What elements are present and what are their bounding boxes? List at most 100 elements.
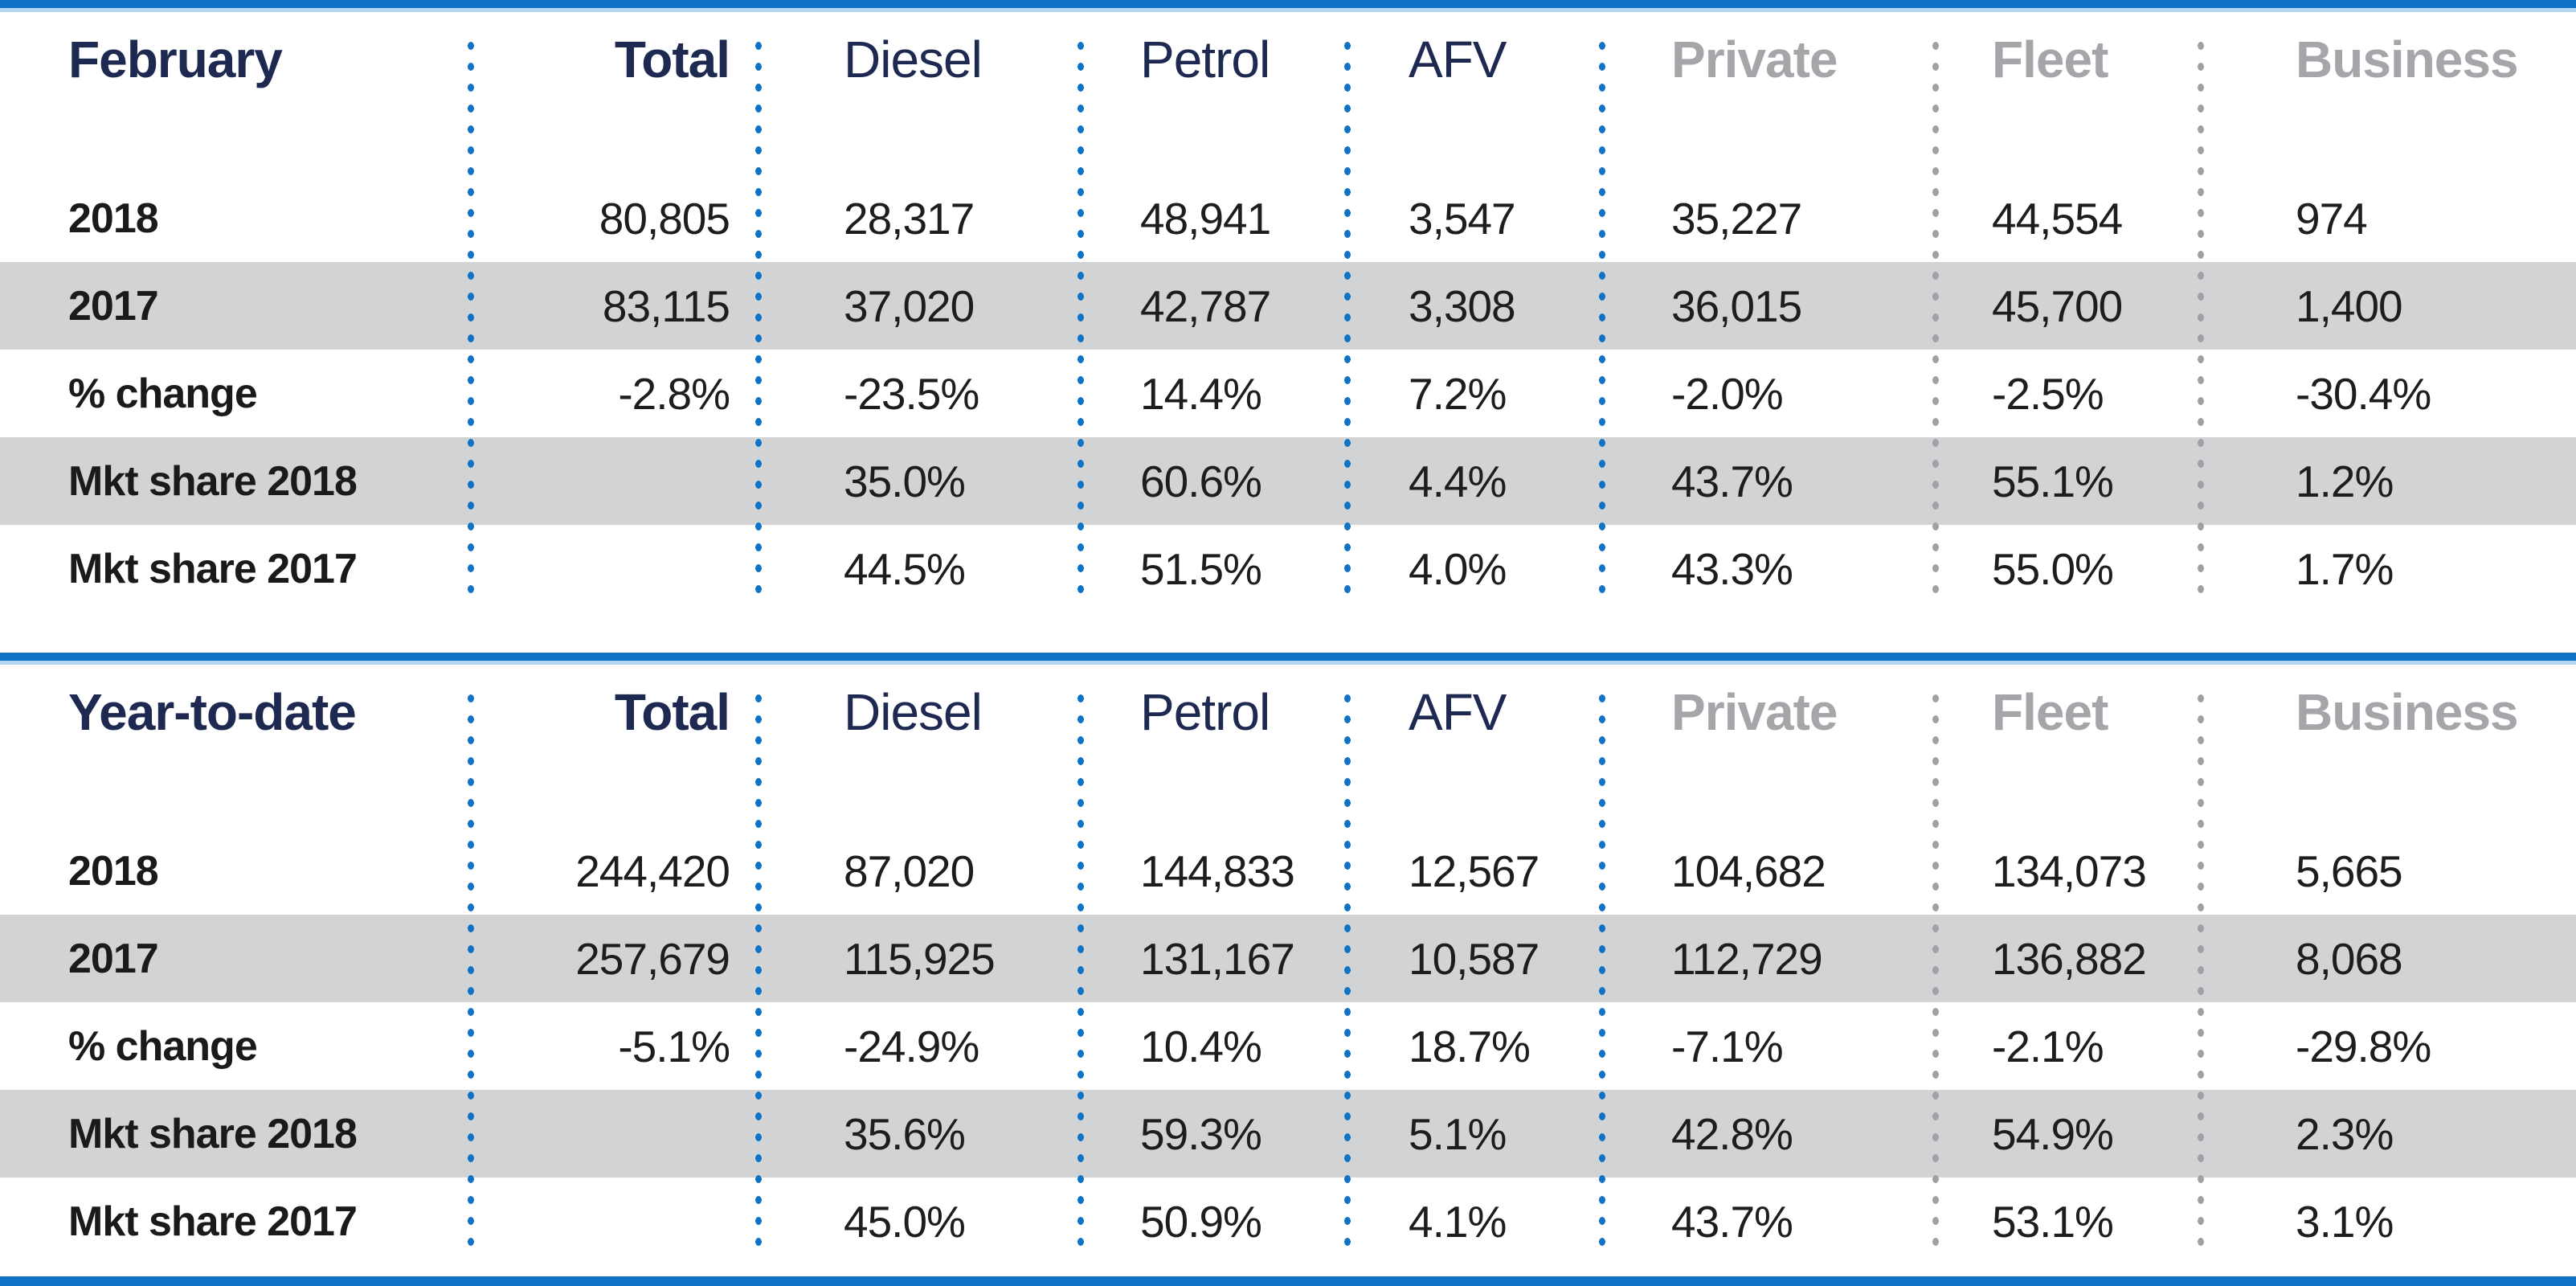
value-cell: -5.1% bbox=[618, 1021, 730, 1071]
value-cell: 55.1% bbox=[1936, 437, 2201, 525]
value-cell: 115,925 bbox=[758, 915, 1081, 1002]
value-cell: 5.1% bbox=[1347, 1090, 1602, 1177]
row-label: 2018 bbox=[68, 847, 159, 895]
row-label: % change bbox=[68, 1022, 258, 1070]
value-cell: 35,227 bbox=[1671, 193, 1802, 244]
value-cell: 14.4% bbox=[1140, 368, 1262, 419]
row-label: Mkt share 2017 bbox=[68, 1198, 358, 1245]
value-cell: 43.7% bbox=[1671, 1196, 1793, 1247]
table-row: 2018 80,805 28,317 48,941 3,547 35,227 4… bbox=[0, 174, 2576, 262]
value-cell: -30.4% bbox=[2296, 368, 2431, 419]
value-cell: 55.0% bbox=[1992, 543, 2114, 594]
value-cell: 42.8% bbox=[1602, 1090, 1936, 1177]
column-header-diesel: Diesel bbox=[844, 31, 983, 88]
value-cell: 60.6% bbox=[1081, 437, 1347, 525]
value-cell: 36,015 bbox=[1602, 262, 1936, 350]
value-cell: -7.1% bbox=[1671, 1021, 1784, 1071]
table-row: % change -2.8% -23.5% 14.4% 7.2% -2.0% -… bbox=[0, 350, 2576, 437]
value-cell: 43.7% bbox=[1602, 437, 1936, 525]
value-cell: 144,833 bbox=[1140, 846, 1295, 896]
table-row: Mkt share 2017 44.5% 51.5% 4.0% 43.3% 55… bbox=[0, 525, 2576, 612]
value-cell: 28,317 bbox=[844, 193, 975, 244]
column-header-total: Total bbox=[614, 683, 730, 741]
value-cell: 18.7% bbox=[1409, 1021, 1531, 1071]
value-cell: 10.4% bbox=[1140, 1021, 1262, 1071]
value-cell: 4.4% bbox=[1347, 437, 1602, 525]
value-cell: 35.0% bbox=[758, 437, 1081, 525]
value-cell: 257,679 bbox=[471, 915, 758, 1002]
row-label: Mkt share 2018 bbox=[0, 437, 471, 525]
value-cell: -29.8% bbox=[2296, 1021, 2431, 1071]
row-label: Mkt share 2018 bbox=[0, 1090, 471, 1177]
table-row: % change -5.1% -24.9% 10.4% 18.7% -7.1% … bbox=[0, 1002, 2576, 1090]
column-header-total: Total bbox=[614, 31, 730, 88]
column-header-business: Business bbox=[2296, 683, 2519, 741]
value-cell: 1.2% bbox=[2201, 437, 2576, 525]
table-row: 2017 257,679 115,925 131,167 10,587 112,… bbox=[0, 915, 2576, 1002]
section-title-year-to-date: Year-to-date bbox=[68, 683, 357, 741]
value-cell: 51.5% bbox=[1140, 543, 1262, 594]
column-header-afv: AFV bbox=[1409, 683, 1507, 741]
row-label: 2017 bbox=[0, 915, 471, 1002]
section-divider bbox=[0, 653, 2576, 665]
header-row: Year-to-date Total Diesel Petrol AFV Pri… bbox=[0, 665, 2576, 827]
value-cell: 45.0% bbox=[844, 1196, 966, 1247]
table-row: Mkt share 2018 35.0% 60.6% 4.4% 43.7% 55… bbox=[0, 437, 2576, 525]
value-cell: 7.2% bbox=[1409, 368, 1507, 419]
value-cell: 53.1% bbox=[1992, 1196, 2114, 1247]
value-cell: 112,729 bbox=[1602, 915, 1936, 1002]
column-header-private: Private bbox=[1671, 683, 1838, 741]
value-cell bbox=[471, 1177, 758, 1265]
value-cell: -24.9% bbox=[844, 1021, 979, 1071]
value-cell: 83,115 bbox=[471, 262, 758, 350]
column-header-fleet: Fleet bbox=[1992, 31, 2108, 88]
february-table: February Total Diesel Petrol AFV Private… bbox=[0, 12, 2576, 612]
column-header-petrol: Petrol bbox=[1140, 683, 1270, 741]
value-cell: 80,805 bbox=[599, 193, 730, 244]
value-cell: 44.5% bbox=[844, 543, 966, 594]
value-cell: 8,068 bbox=[2201, 915, 2576, 1002]
value-cell: 54.9% bbox=[1936, 1090, 2201, 1177]
value-cell: 43.3% bbox=[1671, 543, 1793, 594]
value-cell: 48,941 bbox=[1140, 193, 1271, 244]
value-cell: 3.1% bbox=[2296, 1196, 2394, 1247]
value-cell: 134,073 bbox=[1992, 846, 2147, 896]
value-cell: 10,587 bbox=[1347, 915, 1602, 1002]
value-cell: 44,554 bbox=[1992, 193, 2123, 244]
year-to-date-table: Year-to-date Total Diesel Petrol AFV Pri… bbox=[0, 665, 2576, 1265]
value-cell: 42,787 bbox=[1081, 262, 1347, 350]
table-row: 2017 83,115 37,020 42,787 3,308 36,015 4… bbox=[0, 262, 2576, 350]
value-cell bbox=[471, 525, 758, 612]
bottom-border bbox=[0, 1276, 2576, 1286]
value-cell: 104,682 bbox=[1671, 846, 1826, 896]
table-row: 2018 244,420 87,020 144,833 12,567 104,6… bbox=[0, 827, 2576, 915]
row-label: 2018 bbox=[68, 195, 159, 242]
section-year-to-date: Year-to-date Total Diesel Petrol AFV Pri… bbox=[0, 653, 2576, 1286]
value-cell: 244,420 bbox=[575, 846, 730, 896]
value-cell: 37,020 bbox=[758, 262, 1081, 350]
value-cell: 974 bbox=[2296, 193, 2368, 244]
value-cell: 1.7% bbox=[2296, 543, 2394, 594]
value-cell: 1,400 bbox=[2201, 262, 2576, 350]
row-label: % change bbox=[68, 370, 258, 417]
value-cell: 87,020 bbox=[844, 846, 975, 896]
value-cell: 131,167 bbox=[1081, 915, 1347, 1002]
value-cell: 5,665 bbox=[2296, 846, 2403, 896]
value-cell: -23.5% bbox=[844, 368, 979, 419]
table-row: Mkt share 2017 45.0% 50.9% 4.1% 43.7% 53… bbox=[0, 1177, 2576, 1265]
header-row: February Total Diesel Petrol AFV Private… bbox=[0, 12, 2576, 174]
value-cell: 50.9% bbox=[1140, 1196, 1262, 1247]
value-cell: 59.3% bbox=[1081, 1090, 1347, 1177]
value-cell: -2.8% bbox=[618, 368, 730, 419]
value-cell: 136,882 bbox=[1936, 915, 2201, 1002]
table-row: Mkt share 2018 35.6% 59.3% 5.1% 42.8% 54… bbox=[0, 1090, 2576, 1177]
section-february: February Total Diesel Petrol AFV Private… bbox=[0, 0, 2576, 612]
value-cell: 4.1% bbox=[1409, 1196, 1507, 1247]
value-cell: 3,308 bbox=[1347, 262, 1602, 350]
column-header-fleet: Fleet bbox=[1992, 683, 2108, 741]
section-title-february: February bbox=[68, 31, 283, 88]
value-cell: 45,700 bbox=[1936, 262, 2201, 350]
value-cell bbox=[471, 437, 758, 525]
column-header-afv: AFV bbox=[1409, 31, 1507, 88]
